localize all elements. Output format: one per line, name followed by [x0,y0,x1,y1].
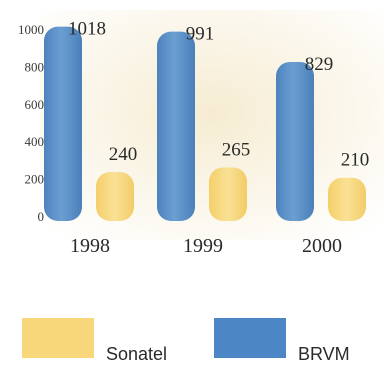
legend-label-sonatel: Sonatel [106,344,168,364]
bar-sonatel-1999 [209,167,247,221]
legend-swatch-sonatel [22,318,94,358]
data-label-brvm-1998: 1018 [68,19,106,40]
y-tick-label: 1000 [18,22,44,37]
data-label-sonatel-2000: 210 [341,150,370,171]
bar-brvm-1998 [44,26,82,221]
y-tick-label: 200 [25,172,45,187]
legend: Sonatel BRVM [0,318,384,373]
y-tick-label: 400 [25,134,45,149]
data-label-brvm-2000: 829 [305,54,334,75]
y-tick-label: 800 [25,59,45,74]
legend-label-brvm: BRVM [298,344,350,364]
y-tick-label: 600 [25,97,45,112]
data-label-sonatel-1998: 240 [109,144,138,165]
bar-sonatel-1998 [96,172,134,221]
bar-brvm-2000 [276,61,314,221]
chart-svg: 0 200 400 600 800 1000 1018 240 991 265 829 210 19… [18,10,384,257]
y-tick-label: 0 [38,209,45,224]
category-label-1999: 1999 [183,235,223,257]
data-label-brvm-1999: 991 [186,24,215,45]
category-label-1998: 1998 [70,235,110,257]
bar-sonatel-2000 [328,177,366,221]
data-label-sonatel-1999: 265 [222,139,251,160]
category-label-2000: 2000 [302,235,342,257]
legend-swatch-brvm [214,318,286,358]
bar-brvm-1999 [157,31,195,222]
